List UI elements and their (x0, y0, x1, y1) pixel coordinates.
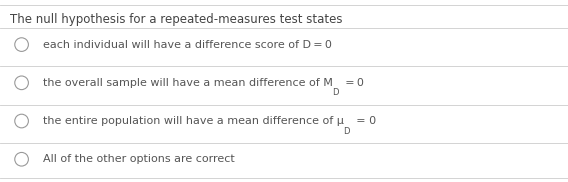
Text: each individual will have a difference score of D = 0: each individual will have a difference s… (43, 40, 332, 50)
Text: The null hypothesis for a repeated-measures test states: The null hypothesis for a repeated-measu… (10, 13, 343, 26)
Text: D: D (332, 88, 339, 97)
Text: All of the other options are correct: All of the other options are correct (43, 154, 235, 164)
Text: the overall sample will have a mean difference of M: the overall sample will have a mean diff… (43, 78, 332, 88)
Text: = 0: = 0 (354, 116, 376, 126)
Text: D: D (344, 126, 350, 136)
Text: the entire population will have a mean difference of μ: the entire population will have a mean d… (43, 116, 344, 126)
Text: = 0: = 0 (343, 78, 364, 88)
